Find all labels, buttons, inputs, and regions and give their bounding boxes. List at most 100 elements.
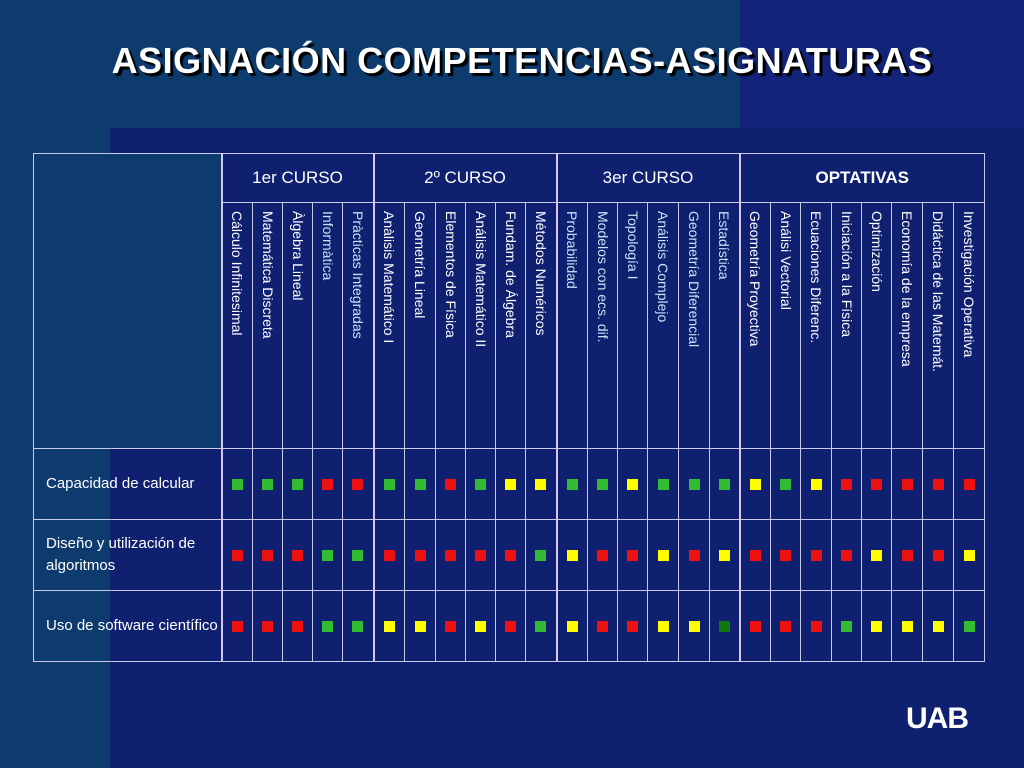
- green-marker: [262, 479, 273, 490]
- rating-cell: [800, 519, 832, 591]
- subject-header: Optimización: [861, 202, 892, 449]
- green-marker: [597, 479, 608, 490]
- red-marker: [627, 621, 638, 632]
- rating-cell: [372, 519, 405, 591]
- subject-header: Topología I: [617, 202, 648, 449]
- rating-cell: [953, 519, 985, 591]
- rating-cell: [465, 519, 496, 591]
- subject-header: Probabilidad: [555, 202, 588, 449]
- subject-header: Análisis Complejo: [647, 202, 679, 449]
- rating-cell: [861, 519, 892, 591]
- subject-header: Geometría Lineal: [404, 202, 436, 449]
- subject-header: Modelos con ecs. dif.: [587, 202, 618, 449]
- rating-cell: [555, 590, 588, 662]
- rating-cell: [953, 590, 985, 662]
- subject-label: Estadística: [716, 211, 733, 280]
- subject-header: Ecuaciones Diferenc.: [800, 202, 832, 449]
- yellow-marker: [383, 621, 395, 632]
- competency-label: Diseño y utilización de algoritmos: [33, 519, 222, 591]
- subject-label: Elementos de Física: [442, 211, 459, 338]
- rating-cell: [647, 448, 679, 520]
- subject-label: Modelos con ecs. dif.: [594, 211, 611, 343]
- subject-label: Métodos Numéricos: [532, 211, 549, 336]
- rating-cell: [738, 590, 771, 662]
- red-marker: [292, 621, 303, 632]
- red-marker: [445, 621, 456, 632]
- rating-cell: [220, 448, 253, 520]
- rating-cell: [525, 590, 557, 662]
- yellow-marker: [871, 621, 882, 632]
- subject-header: Cálculo Infinitesimal: [220, 202, 253, 449]
- green-marker: [352, 550, 364, 561]
- red-marker: [414, 550, 426, 561]
- red-marker: [780, 621, 791, 632]
- rating-cell: [495, 448, 526, 520]
- subject-label: Investigación Operativa: [961, 211, 977, 358]
- competency-row: Diseño y utilización de algoritmos: [33, 519, 985, 591]
- subject-header: Análisi Vectorial: [770, 202, 801, 449]
- rating-cell: [647, 590, 679, 662]
- subject-label: Matemática Discreta: [259, 211, 276, 339]
- rating-cell: [831, 590, 862, 662]
- rating-cell: [922, 519, 954, 591]
- rating-cell: [770, 519, 801, 591]
- competency-label: Uso de software científico: [33, 590, 222, 662]
- subject-label: Fundam. de Álgebra: [502, 211, 519, 338]
- green-marker: [292, 479, 303, 490]
- subject-header: Elementos de Física: [435, 202, 466, 449]
- rating-cell: [282, 519, 313, 591]
- group-header: 1er CURSO: [220, 153, 374, 203]
- yellow-marker: [901, 621, 913, 632]
- rating-cell: [831, 519, 862, 591]
- rating-cell: [312, 448, 343, 520]
- rating-cell: [372, 448, 405, 520]
- page-title: ASIGNACIÓN COMPETENCIAS-ASIGNATURAS: [111, 40, 933, 81]
- background-band-top: [740, 0, 1024, 128]
- red-marker: [901, 479, 913, 490]
- yellow-marker: [932, 621, 944, 632]
- group-header: OPTATIVAS: [738, 153, 985, 203]
- subject-header: Informàtica: [312, 202, 343, 449]
- subject-label: Informàtica: [319, 211, 336, 281]
- green-marker: [657, 479, 669, 490]
- subject-header: Investigación Operativa: [953, 202, 985, 449]
- yellow-marker: [505, 479, 516, 490]
- rating-cell: [738, 448, 771, 520]
- rating-cell: [678, 448, 710, 520]
- subject-label: Àlgebra Lineal: [289, 211, 306, 301]
- red-marker: [901, 550, 913, 561]
- subject-header: Análisis Matemático II: [465, 202, 496, 449]
- red-marker: [322, 479, 333, 490]
- red-marker: [262, 550, 273, 561]
- yellow-marker: [810, 479, 822, 490]
- green-marker: [383, 479, 395, 490]
- subject-label: Geometría Proyectiva: [747, 211, 764, 347]
- rating-cell: [435, 590, 466, 662]
- rating-cell: [252, 590, 283, 662]
- rating-cell: [342, 519, 374, 591]
- rating-cell: [312, 590, 343, 662]
- rating-cell: [617, 448, 648, 520]
- rating-cell: [525, 448, 557, 520]
- rating-cell: [891, 448, 923, 520]
- red-marker: [963, 479, 975, 490]
- green-marker: [566, 479, 578, 490]
- rating-cell: [404, 519, 436, 591]
- red-marker: [352, 479, 364, 490]
- subject-header: Geometría Proyectiva: [738, 202, 771, 449]
- green-marker: [322, 621, 333, 632]
- yellow-marker: [535, 479, 547, 490]
- red-marker: [475, 550, 486, 561]
- green-marker: [841, 621, 852, 632]
- rating-cell: [922, 448, 954, 520]
- rating-cell: [252, 519, 283, 591]
- subject-label: Anàlisis Matemático I: [381, 211, 398, 344]
- rating-cell: [404, 590, 436, 662]
- rating-cell: [495, 590, 526, 662]
- red-marker: [597, 621, 608, 632]
- rating-cell: [495, 519, 526, 591]
- subject-header: Fundam. de Álgebra: [495, 202, 526, 449]
- red-marker: [292, 550, 303, 561]
- green-marker: [718, 479, 730, 490]
- subject-header: Pràcticas Integradas: [342, 202, 374, 449]
